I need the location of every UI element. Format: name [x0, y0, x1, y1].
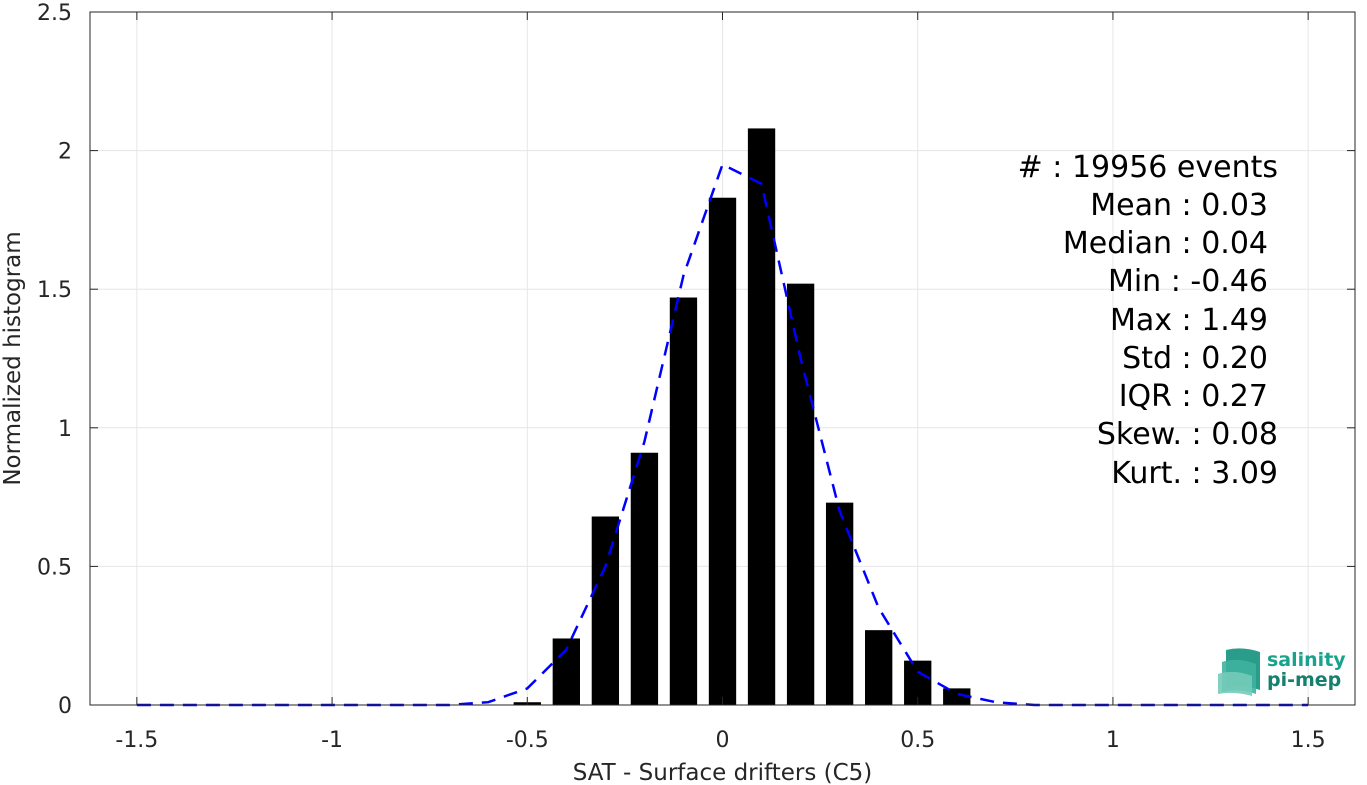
- histogram-bar: [786, 283, 815, 705]
- salinity-pi-mep-logo: salinity pi-mep: [1218, 648, 1346, 696]
- stat-std: Std : 0.20: [1122, 341, 1268, 376]
- x-tick-label: 0: [716, 728, 730, 753]
- axis-ticks: -1.5 -1 -0.5 0 0.5 1 1.5 0 0.5 1 1.5 2 2.5: [37, 1, 1355, 753]
- histogram-bar: [630, 452, 659, 705]
- y-tick-label: 0.5: [37, 555, 72, 580]
- x-tick-label: 1: [1106, 728, 1120, 753]
- y-tick-label: 2: [58, 140, 72, 165]
- x-tick-label: -1: [321, 728, 343, 753]
- y-axis-label: Normalized histogram: [0, 231, 26, 485]
- logo-wave-icon: [1218, 648, 1260, 696]
- stat-events: # : 19956 events: [1018, 150, 1278, 185]
- y-tick-label: 1.5: [37, 278, 72, 303]
- logo-line2: pi-mep: [1267, 669, 1341, 691]
- stat-min: Min : -0.46: [1108, 264, 1268, 299]
- histogram-bar: [669, 297, 698, 705]
- x-axis-label: SAT - Surface drifters (C5): [573, 760, 873, 785]
- x-tick-label: -0.5: [506, 728, 549, 753]
- y-tick-label: 2.5: [37, 1, 72, 26]
- histogram-bar: [747, 128, 776, 705]
- y-tick-label: 1: [58, 417, 72, 442]
- histogram-bar: [591, 516, 620, 705]
- x-tick-label: 1.5: [1291, 728, 1326, 753]
- histogram-bar: [943, 688, 971, 705]
- stat-iqr: IQR : 0.27: [1119, 379, 1268, 414]
- stat-skew: Skew. : 0.08: [1097, 417, 1278, 452]
- stats-annotation: # : 19956 events Mean : 0.03 Median : 0.…: [1018, 150, 1278, 491]
- histogram-bar: [865, 630, 893, 705]
- stat-mean: Mean : 0.03: [1090, 188, 1268, 223]
- stat-max: Max : 1.49: [1110, 303, 1268, 338]
- x-tick-label: 0.5: [900, 728, 935, 753]
- stat-kurt: Kurt. : 3.09: [1111, 456, 1278, 491]
- histogram-bar: [708, 197, 737, 705]
- logo-line1: salinity: [1267, 649, 1346, 671]
- x-tick-label: -1.5: [115, 728, 158, 753]
- y-tick-label: 0: [58, 694, 72, 719]
- stat-median: Median : 0.04: [1063, 226, 1268, 261]
